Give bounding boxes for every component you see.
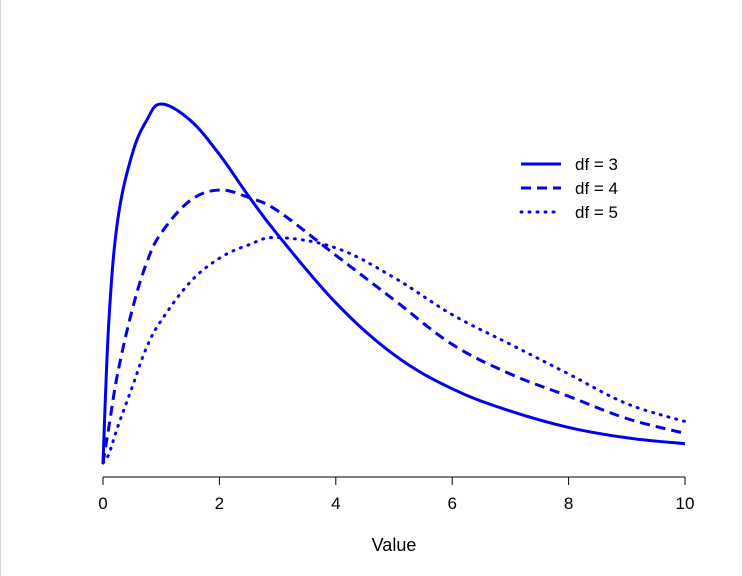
x-tick-label: 4: [331, 494, 340, 513]
x-tick-label: 10: [676, 494, 695, 513]
x-axis-ticks: 0 2 4 6 8 10: [98, 477, 694, 513]
legend-label-df3: df = 3: [575, 155, 618, 174]
series-layer: [101, 102, 687, 465]
series-line-df3: [101, 102, 686, 464]
legend-label-df5: df = 5: [575, 203, 618, 222]
series-line-df5: [101, 236, 687, 465]
legend-label-df4: df = 4: [575, 179, 618, 198]
series-line-df4: [101, 188, 686, 464]
x-tick-label: 6: [447, 494, 456, 513]
legend: df = 3 df = 4 df = 5: [519, 155, 618, 222]
x-tick-label: 0: [98, 494, 107, 513]
x-tick-label: 2: [215, 494, 224, 513]
x-axis-label: Value: [372, 535, 417, 555]
x-tick-label: 8: [564, 494, 573, 513]
